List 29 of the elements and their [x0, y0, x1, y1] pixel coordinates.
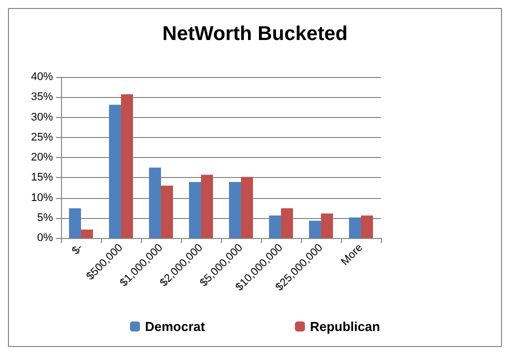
y-tick-label: 20%: [30, 152, 54, 164]
bar: [241, 176, 253, 238]
bar: [69, 208, 81, 238]
y-tick-label: 0%: [37, 232, 54, 244]
bar: [229, 182, 241, 238]
y-tick-label: 40%: [30, 71, 54, 83]
legend-label: Democrat: [144, 319, 206, 334]
bar: [349, 217, 361, 238]
y-tick-label: 25%: [30, 131, 54, 144]
x-tick-label: $-: [70, 242, 86, 258]
y-tick-label: 15%: [30, 172, 54, 184]
legend-label: Republican: [310, 319, 380, 334]
bar: [161, 186, 173, 238]
bar: [309, 220, 321, 238]
y-tick-label: 30%: [30, 111, 54, 124]
bar: [281, 208, 293, 238]
bar: [189, 182, 201, 238]
bar: [269, 215, 281, 238]
y-tick-label: 10%: [30, 192, 54, 204]
bar: [121, 94, 133, 238]
y-tick-label: 35%: [30, 91, 54, 104]
bar: [109, 104, 121, 238]
y-tick-label: 5%: [37, 212, 54, 224]
chart-title: NetWorth Bucketed: [162, 23, 348, 45]
bar: [149, 168, 161, 238]
bar: [201, 174, 213, 238]
bar: [361, 215, 373, 238]
bar: [321, 213, 333, 238]
bar: [81, 230, 93, 238]
